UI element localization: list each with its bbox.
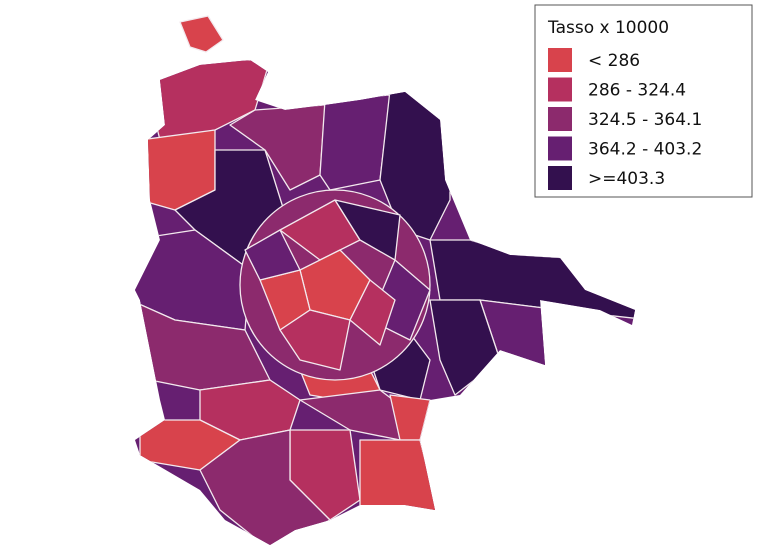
region	[279, 309, 351, 371]
legend-swatch	[548, 107, 572, 131]
legend-swatch	[548, 136, 572, 161]
region	[244, 229, 301, 281]
region	[179, 15, 224, 53]
legend-label: >=403.3	[588, 169, 665, 189]
legend-swatch	[548, 77, 572, 102]
legend-swatch	[548, 166, 572, 190]
legend-title: Tasso x 10000	[547, 18, 669, 38]
legend-label: 286 - 324.4	[588, 81, 686, 101]
region	[319, 94, 391, 191]
region	[359, 439, 441, 521]
legend-label: 324.5 - 364.1	[588, 110, 702, 130]
legend-label: 364.2 - 403.2	[588, 140, 702, 160]
legend-swatch	[548, 48, 572, 72]
legend: < 286 286 - 324.4 324.5 - 364.1 364.2 - 403…	[548, 48, 702, 190]
legend-label: < 286	[588, 51, 640, 71]
region	[349, 279, 396, 346]
